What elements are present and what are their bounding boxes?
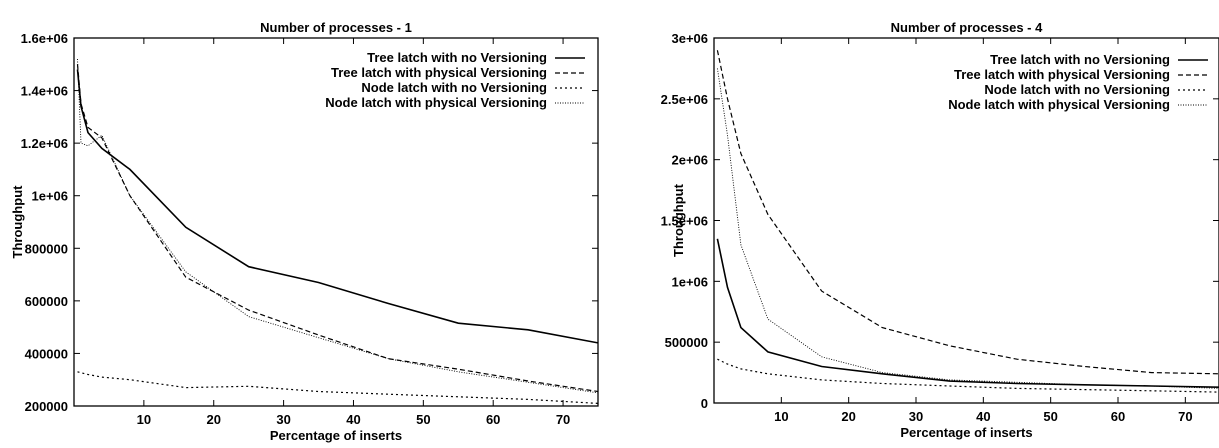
- chart-title: Number of processes - 4: [891, 20, 1043, 35]
- legend-label: Node latch with no Versioning: [361, 80, 547, 95]
- legend-label: Tree latch with no Versioning: [367, 50, 547, 65]
- x-tick-label: 60: [486, 412, 500, 427]
- chart-panel-processes-4: 0 500000 1e+06 1.5e+06 2e+06 2.5e+06 3e+06 10 20…: [661, 20, 1219, 440]
- series-line-2: [716, 50, 1219, 375]
- y-tick-label: 1.6e+06: [21, 31, 68, 46]
- series-line-1: [76, 69, 598, 344]
- y-tick-label: 2.5e+06: [661, 92, 708, 107]
- x-axis-title: Percentage of inserts: [900, 425, 1032, 440]
- y-tick-label: 800000: [25, 241, 68, 256]
- series-line-4: [77, 58, 598, 394]
- y-tick-label: 2e+06: [671, 153, 708, 168]
- chart-title: Number of processes - 1: [260, 20, 412, 35]
- y-axis-title: Throughput: [10, 185, 25, 259]
- legend-label: Tree latch with physical Versioning: [954, 67, 1170, 82]
- x-tick-label: 40: [346, 412, 360, 427]
- y-axis-title: Throughput: [671, 183, 686, 257]
- legend-label: Node latch with physical Versioning: [948, 97, 1170, 112]
- y-tick-label: 3e+06: [671, 31, 708, 46]
- y-tick-label: 500000: [665, 335, 708, 350]
- plot-frame: [73, 37, 599, 407]
- y-tick-label: 400000: [25, 346, 68, 361]
- series-line-1: [716, 238, 1219, 388]
- series-line-3: [77, 371, 598, 404]
- x-tick-label: 50: [1043, 409, 1057, 424]
- y-tick-label: 1.4e+06: [21, 84, 68, 99]
- x-tick-label: 70: [556, 412, 570, 427]
- x-tick-label: 10: [774, 409, 788, 424]
- chart-panel-processes-1: 200000 400000 600000 800000 1e+06 1.2e+06 1.4e…: [10, 20, 599, 443]
- x-tick-label: 40: [976, 409, 990, 424]
- x-tick-label: 60: [1111, 409, 1125, 424]
- x-tick-label: 20: [206, 412, 220, 427]
- y-tick-label: 1e+06: [31, 189, 68, 204]
- y-tick-label: 1e+06: [671, 274, 708, 289]
- y-tick-label: 0: [701, 396, 708, 411]
- x-axis-title: Percentage of inserts: [270, 428, 402, 443]
- legend-label: Tree latch with physical Versioning: [331, 65, 547, 80]
- series-line-4: [716, 68, 1219, 389]
- x-tick-label: 30: [909, 409, 923, 424]
- x-tick-label: 30: [276, 412, 290, 427]
- x-tick-label: 70: [1178, 409, 1192, 424]
- y-tick-label: 200000: [25, 399, 68, 414]
- x-tick-label: 20: [841, 409, 855, 424]
- legend-label: Node latch with no Versioning: [984, 82, 1170, 97]
- y-tick-label: 1.5e+06: [661, 214, 708, 229]
- legend-label: Node latch with physical Versioning: [325, 95, 547, 110]
- y-tick-label: 600000: [25, 294, 68, 309]
- x-tick-label: 10: [137, 412, 151, 427]
- series-line-2: [76, 64, 598, 393]
- y-tick-label: 1.2e+06: [21, 136, 68, 151]
- x-tick-label: 50: [416, 412, 430, 427]
- series-line-3: [717, 358, 1219, 393]
- legend-label: Tree latch with no Versioning: [990, 52, 1170, 67]
